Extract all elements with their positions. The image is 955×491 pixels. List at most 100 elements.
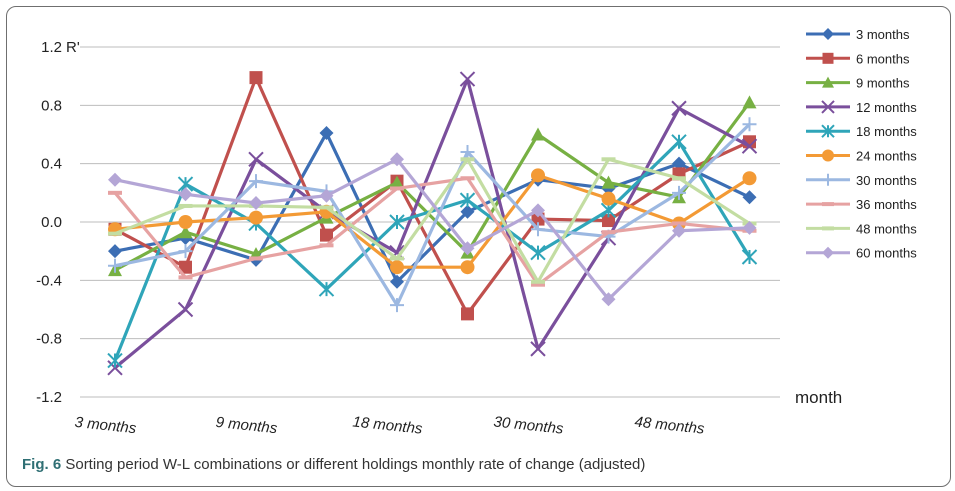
data-point: [742, 190, 757, 205]
data-point: [108, 258, 122, 273]
data-point: [672, 223, 686, 238]
series-line: [114, 76, 751, 316]
data-point: [460, 176, 475, 181]
data-point: [249, 256, 263, 261]
series-line: [114, 157, 750, 301]
data-point: [531, 203, 545, 218]
data-point: [822, 202, 834, 207]
data-point: [389, 214, 405, 230]
y-tick-label: -0.4: [36, 272, 62, 289]
x-tick-labels: 3 months 9 months 18 months 30 months 48 mon…: [74, 413, 706, 437]
data-point: [319, 188, 334, 203]
data-point: [601, 157, 616, 162]
gridlines: [80, 46, 780, 398]
data-point: [249, 196, 263, 211]
legend-label: 6 months: [856, 51, 910, 66]
data-point: [320, 228, 333, 242]
data-point: [178, 225, 193, 239]
data-point: [460, 241, 475, 256]
data-point: [822, 149, 834, 162]
legend-entry: 48 months: [806, 221, 917, 236]
data-point: [319, 243, 334, 248]
legend-label: 24 months: [856, 149, 917, 164]
data-point: [459, 71, 476, 87]
data-point: [601, 191, 616, 206]
data-point: [822, 52, 834, 64]
data-point: [108, 172, 122, 187]
data-point: [318, 281, 335, 297]
data-point: [107, 360, 123, 376]
data-point: [390, 186, 404, 191]
data-point: [741, 138, 758, 154]
data-point: [390, 274, 404, 289]
data-point: [821, 124, 835, 138]
caption-label: Fig. 6: [22, 456, 62, 473]
data-point: [531, 282, 545, 287]
series-line: [114, 157, 751, 284]
data-point: [390, 175, 404, 189]
data-point: [108, 244, 122, 259]
legend-entry: 36 months: [806, 197, 917, 212]
data-point: [822, 76, 834, 88]
data-point: [672, 156, 686, 171]
data-point: [531, 222, 545, 237]
data-point: [460, 145, 475, 159]
y-tick-label: 0.0: [41, 214, 62, 231]
data-point: [390, 298, 404, 313]
legend-label: 30 months: [856, 173, 917, 188]
data-point: [178, 275, 193, 280]
data-point: [531, 279, 545, 284]
series-line: [113, 176, 750, 287]
data-point: [249, 174, 263, 189]
data-point: [822, 246, 834, 259]
data-point: [601, 175, 616, 189]
data-point: [461, 307, 474, 321]
figure-frame: [6, 6, 951, 487]
data-point: [821, 100, 835, 114]
series-line: [113, 77, 751, 370]
data-point: [178, 244, 193, 259]
data-point: [178, 187, 193, 202]
y-tick-label: -1.2: [36, 389, 62, 406]
series-60-months: [108, 152, 757, 307]
x-tick-label: 3 months: [74, 414, 138, 437]
data-point: [741, 249, 758, 265]
data-point: [390, 256, 404, 261]
data-point: [672, 176, 686, 181]
series-line: [114, 101, 751, 272]
legend-label: 9 months: [856, 76, 910, 91]
x-axis-label: month: [795, 388, 842, 407]
data-point: [177, 301, 194, 318]
data-point: [672, 185, 686, 200]
legend-entry: 6 months: [806, 51, 910, 66]
data-point: [459, 192, 476, 208]
y-tick-label: 0.4: [41, 156, 62, 173]
y-tick-label: 1.2: [41, 39, 62, 56]
x-tick-label: 48 months: [634, 413, 706, 437]
data-point: [822, 28, 834, 40]
legend-entry: 9 months: [806, 76, 910, 91]
legend-label: 48 months: [856, 221, 917, 236]
data-point: [671, 100, 687, 116]
legend: 3 months 6 months 9 months 12 months 18 mont…: [806, 27, 917, 261]
series-line: [114, 123, 751, 307]
data-point: [822, 226, 834, 231]
legend-entry: 18 months: [806, 124, 917, 139]
data-point: [530, 244, 546, 261]
series-30-months: [108, 117, 757, 313]
figure-caption: Fig. 6 Sorting period W-L combinations o…: [22, 456, 645, 473]
data-point: [460, 260, 475, 275]
caption-text: Sorting period W-L combinations or diffe…: [65, 456, 646, 473]
data-point: [108, 190, 122, 195]
legend-entry: 60 months: [806, 246, 917, 261]
legend-entry: 24 months: [806, 149, 917, 164]
data-point: [742, 171, 757, 186]
legend-label: 12 months: [856, 100, 917, 115]
data-point: [390, 152, 404, 167]
series-lines: [107, 71, 758, 376]
legend-label: 3 months: [856, 27, 910, 42]
data-point: [602, 214, 615, 228]
data-point: [530, 341, 546, 357]
legend-entry: 12 months: [806, 100, 917, 115]
